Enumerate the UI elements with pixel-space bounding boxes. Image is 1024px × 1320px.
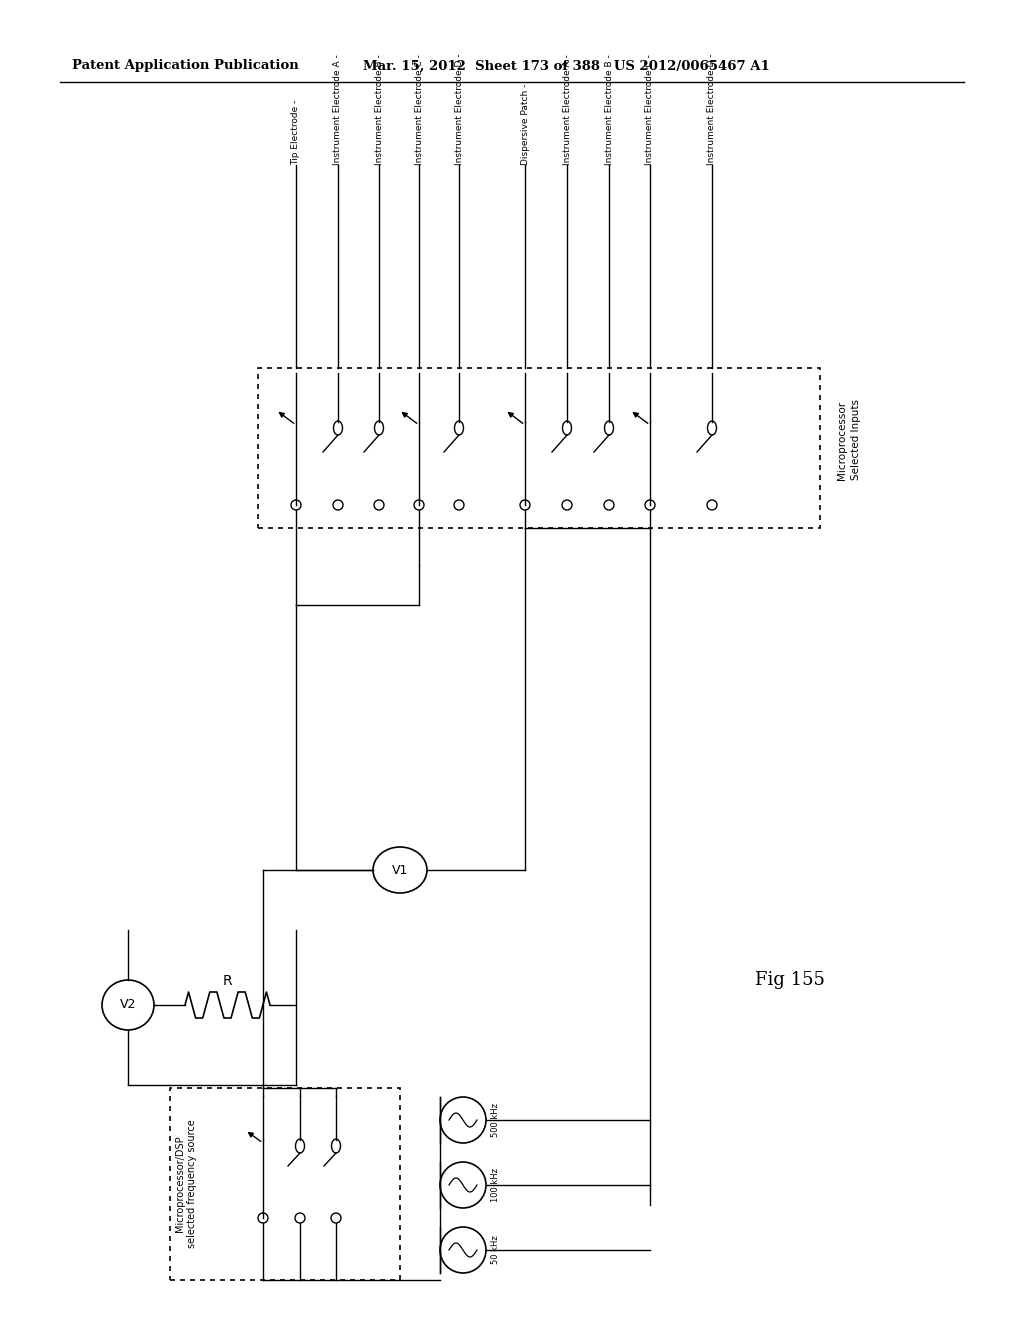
Bar: [170, 1088, 400, 1280]
Text: Instrument Electrode C -: Instrument Electrode C -: [415, 54, 424, 165]
Text: Microprocessor/DSP: Microprocessor/DSP: [175, 1135, 185, 1233]
Bar: [258, 368, 820, 528]
Text: Instrument Electrode A -: Instrument Electrode A -: [562, 54, 571, 165]
Text: Instrument Electrode B -: Instrument Electrode B -: [375, 54, 384, 165]
Text: selected frequency source: selected frequency source: [187, 1119, 197, 1249]
Text: Instrument Electrode D -: Instrument Electrode D -: [455, 54, 464, 165]
Text: Instrument Electrode D -: Instrument Electrode D -: [708, 54, 717, 165]
Text: Selected Inputs: Selected Inputs: [851, 400, 861, 480]
Text: Patent Application Publication: Patent Application Publication: [72, 59, 299, 73]
Text: Microprocessor: Microprocessor: [837, 400, 847, 479]
Text: Instrument Electrode C -: Instrument Electrode C -: [645, 54, 654, 165]
Text: Dispersive Patch -: Dispersive Patch -: [520, 83, 529, 165]
Text: 100 kHz: 100 kHz: [490, 1168, 500, 1203]
Text: R: R: [222, 974, 232, 987]
Text: Mar. 15, 2012  Sheet 173 of 388   US 2012/0065467 A1: Mar. 15, 2012 Sheet 173 of 388 US 2012/0…: [362, 59, 770, 73]
Text: 50 kHz: 50 kHz: [490, 1236, 500, 1265]
Text: Instrument Electrode A -: Instrument Electrode A -: [334, 54, 342, 165]
Text: 500 kHz: 500 kHz: [490, 1104, 500, 1137]
Text: V2: V2: [120, 998, 136, 1011]
Text: Instrument Electrode B -: Instrument Electrode B -: [604, 54, 613, 165]
Text: Tip Electrode -: Tip Electrode -: [292, 99, 300, 165]
Text: V1: V1: [392, 863, 409, 876]
Text: Fig 155: Fig 155: [755, 972, 825, 989]
